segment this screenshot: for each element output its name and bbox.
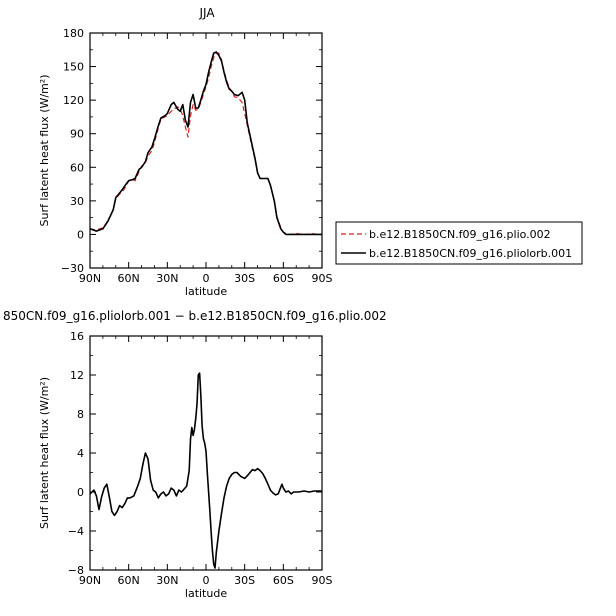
y-tick-label: 60 <box>70 161 84 174</box>
series-line-0 <box>89 52 322 235</box>
x-tick-label: 60S <box>273 272 294 285</box>
top-chart-title: JJA <box>198 6 215 20</box>
y-axis-label: Surf latent heat flux (W/m²) <box>38 377 51 529</box>
series-line-1 <box>89 51 322 236</box>
x-tick-label: 90S <box>312 272 333 285</box>
x-tick-label: 30S <box>234 574 255 587</box>
x-tick-label: 0 <box>203 574 210 587</box>
legend-label-plio: b.e12.B1850CN.f09_g16.plio.002 <box>369 228 551 241</box>
y-tick-label: 12 <box>70 369 84 382</box>
bottom-chart-title: 850CN.f09_g16.pliolorb.001 − b.e12.B1850… <box>3 309 387 323</box>
x-tick-label: 60S <box>273 574 294 587</box>
y-tick-label: 0 <box>77 486 84 499</box>
x-tick-label: 60N <box>118 574 140 587</box>
plot-frame <box>89 32 323 269</box>
series-line-0 <box>89 372 322 569</box>
x-tick-label: 90S <box>312 574 333 587</box>
x-tick-label: 30N <box>156 272 178 285</box>
x-axis-label: latitude <box>185 285 227 298</box>
y-tick-label: 0 <box>77 228 84 241</box>
x-tick-label: 90N <box>79 272 101 285</box>
y-tick-label: 30 <box>70 195 84 208</box>
x-tick-label: 30N <box>156 574 178 587</box>
y-tick-label: 4 <box>77 447 84 460</box>
y-tick-label: −8 <box>68 564 84 577</box>
bottom-plot: 90N 60N 30N 0 30S 60S 90S −8 −4 0 4 8 12 16 latitude Su… <box>38 330 333 600</box>
y-axis-label: Surf latent heat flux (W/m²) <box>38 75 51 227</box>
y-tick-label: 180 <box>63 27 84 40</box>
y-tick-label: 90 <box>70 128 84 141</box>
x-tick-label: 30S <box>234 272 255 285</box>
y-tick-label: 120 <box>63 94 84 107</box>
y-tick-label: 150 <box>63 61 84 74</box>
y-tick-label: 8 <box>77 408 84 421</box>
x-tick-label: 90N <box>79 574 101 587</box>
y-tick-label: −30 <box>61 262 84 275</box>
legend: b.e12.B1850CN.f09_g16.plio.002 b.e12.B18… <box>335 221 583 265</box>
x-tick-label: 60N <box>118 272 140 285</box>
y-tick-label: −4 <box>68 525 84 538</box>
y-tick-label: 16 <box>70 330 84 343</box>
legend-label-pliolorb: b.e12.B1850CN.f09_g16.pliolorb.001 <box>369 247 572 260</box>
legend-box <box>335 221 583 265</box>
x-axis-label: latitude <box>185 587 227 600</box>
x-tick-label: 0 <box>203 272 210 285</box>
top-plot: 90N 60N 30N 0 30S 60S 90S −30 0 30 60 90 120 150 180 la… <box>38 27 333 298</box>
